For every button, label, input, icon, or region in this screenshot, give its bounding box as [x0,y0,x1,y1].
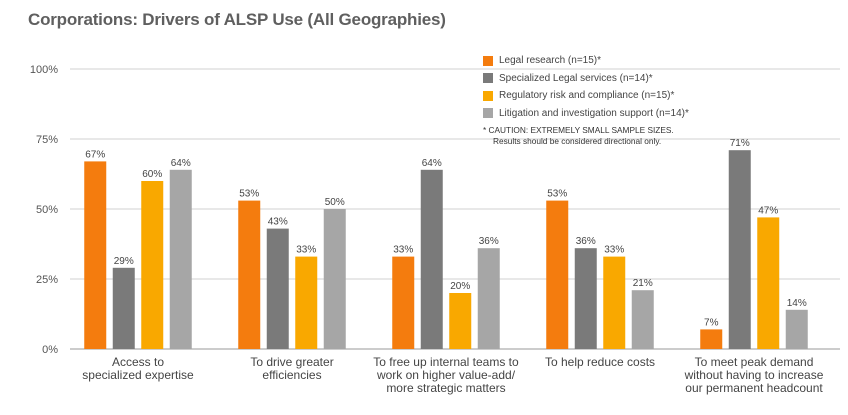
data-label: 67% [85,149,105,160]
data-label: 20% [450,281,470,292]
data-label: 71% [730,138,750,149]
data-label: 29% [114,256,134,267]
data-label: 64% [422,158,442,169]
data-label: 33% [296,245,316,256]
y-tick-label: 0% [42,344,58,356]
bar [84,161,107,349]
bar [603,256,626,349]
y-tick-label: 25% [36,274,58,286]
data-label: 53% [547,189,567,200]
legend-item-regulatory-risk: Regulatory risk and compliance (n=15)* [483,87,783,105]
bar [785,309,808,349]
bar [449,293,472,349]
category-label: work on higher value-add/ [376,368,516,382]
category-label: Access to [112,355,164,369]
category-label: To free up internal teams to [373,355,519,369]
category-label: our permanent headcount [685,381,823,395]
bar [169,169,192,349]
category-label: To help reduce costs [545,355,655,369]
legend-item-specialized-legal-services: Specialized Legal services (n=14)* [483,70,783,88]
caution-note: * CAUTION: EXTREMELY SMALL SAMPLE SIZES.… [483,125,783,147]
data-label: 33% [393,245,413,256]
category-label: To meet peak demand [695,355,814,369]
data-label: 7% [704,317,719,328]
bar [700,329,723,349]
legend-swatch-litigation-support [483,108,493,119]
bar [266,228,289,349]
data-label: 47% [758,205,778,216]
bar [757,217,780,349]
bar [112,267,135,349]
data-label: 14% [787,298,807,309]
legend-label-litigation-support: Litigation and investigation support (n=… [499,107,689,119]
legend-label-specialized-legal-services: Specialized Legal services (n=14)* [499,72,653,84]
data-label: 21% [633,278,653,289]
legend-item-legal-research: Legal research (n=15)* [483,52,783,70]
caution-line-1: * CAUTION: EXTREMELY SMALL SAMPLE SIZES. [483,125,674,135]
data-label: 64% [171,158,191,169]
data-label: 53% [239,189,259,200]
y-tick-label: 75% [36,134,58,146]
caution-line-2: Results should be considered directional… [493,136,662,146]
legend-swatch-regulatory-risk [483,90,493,101]
bar [574,248,597,349]
bar [420,169,443,349]
data-label: 60% [142,169,162,180]
y-tick-label: 100% [30,64,58,76]
category-label: specialized expertise [82,368,194,382]
legend-swatch-specialized-legal-services [483,73,493,84]
legend-label-regulatory-risk: Regulatory risk and compliance (n=15)* [499,90,675,102]
category-label: more strategic matters [386,381,505,395]
chart-legend: Legal research (n=15)* Specialized Legal… [483,52,783,147]
bar [728,150,751,349]
bar [295,256,318,349]
legend-swatch-legal-research [483,55,493,66]
data-label: 43% [268,217,288,228]
legend-item-litigation-support: Litigation and investigation support (n=… [483,105,783,123]
data-label: 33% [604,245,624,256]
category-label: without having to increase [684,368,824,382]
bar [141,181,164,349]
bar [546,200,569,349]
category-label: To drive greater [250,355,333,369]
chart-title: Corporations: Drivers of ALSP Use (All G… [28,10,446,29]
data-label: 36% [576,236,596,247]
y-tick-label: 50% [36,204,58,216]
data-label: 36% [479,236,499,247]
data-label: 50% [325,197,345,208]
bar [323,209,346,349]
bar [631,290,654,349]
legend-label-legal-research: Legal research (n=15)* [499,55,602,67]
category-label: efficiencies [262,368,321,382]
bar [238,200,261,349]
bar [392,256,415,349]
bar [477,248,500,349]
